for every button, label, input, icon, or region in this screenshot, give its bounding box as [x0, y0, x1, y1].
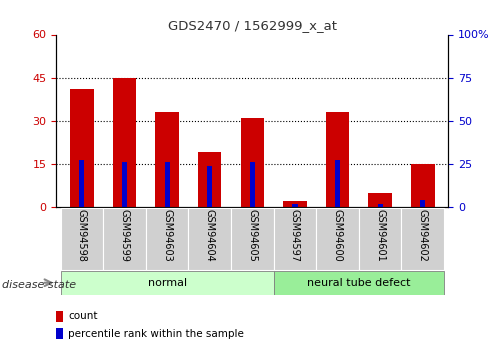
Bar: [411, 164, 435, 207]
Bar: [273, 271, 444, 295]
Bar: [335, 160, 340, 207]
Bar: [56, 311, 63, 322]
Bar: [189, 208, 231, 269]
Bar: [368, 193, 392, 207]
Text: neural tube defect: neural tube defect: [307, 278, 411, 288]
Bar: [378, 204, 383, 207]
Text: GSM94598: GSM94598: [77, 209, 87, 262]
Text: normal: normal: [147, 278, 187, 288]
Bar: [198, 152, 221, 207]
Bar: [293, 204, 297, 207]
Bar: [207, 166, 212, 207]
Bar: [241, 118, 264, 207]
Bar: [231, 208, 273, 269]
Bar: [401, 208, 444, 269]
Bar: [155, 112, 179, 207]
Text: GSM94604: GSM94604: [205, 209, 215, 262]
Bar: [165, 162, 170, 207]
Text: percentile rank within the sample: percentile rank within the sample: [68, 329, 244, 338]
Bar: [103, 208, 146, 269]
Bar: [283, 201, 307, 207]
Text: GSM94601: GSM94601: [375, 209, 385, 262]
Text: GSM94597: GSM94597: [290, 209, 300, 262]
Bar: [56, 328, 63, 339]
Bar: [326, 112, 349, 207]
Text: GSM94605: GSM94605: [247, 209, 257, 262]
Text: GSM94602: GSM94602: [418, 209, 428, 262]
Bar: [146, 208, 189, 269]
Bar: [79, 160, 84, 207]
Title: GDS2470 / 1562999_x_at: GDS2470 / 1562999_x_at: [168, 19, 337, 32]
Bar: [61, 208, 103, 269]
Bar: [122, 162, 127, 207]
Bar: [420, 200, 425, 207]
Bar: [359, 208, 401, 269]
Bar: [250, 162, 255, 207]
Bar: [113, 78, 136, 207]
Bar: [273, 208, 316, 269]
Text: disease state: disease state: [2, 280, 76, 289]
Text: GSM94600: GSM94600: [333, 209, 343, 262]
Bar: [61, 271, 273, 295]
Bar: [70, 89, 94, 207]
Text: GSM94599: GSM94599: [120, 209, 129, 262]
Text: GSM94603: GSM94603: [162, 209, 172, 262]
Text: count: count: [68, 312, 98, 321]
Bar: [316, 208, 359, 269]
